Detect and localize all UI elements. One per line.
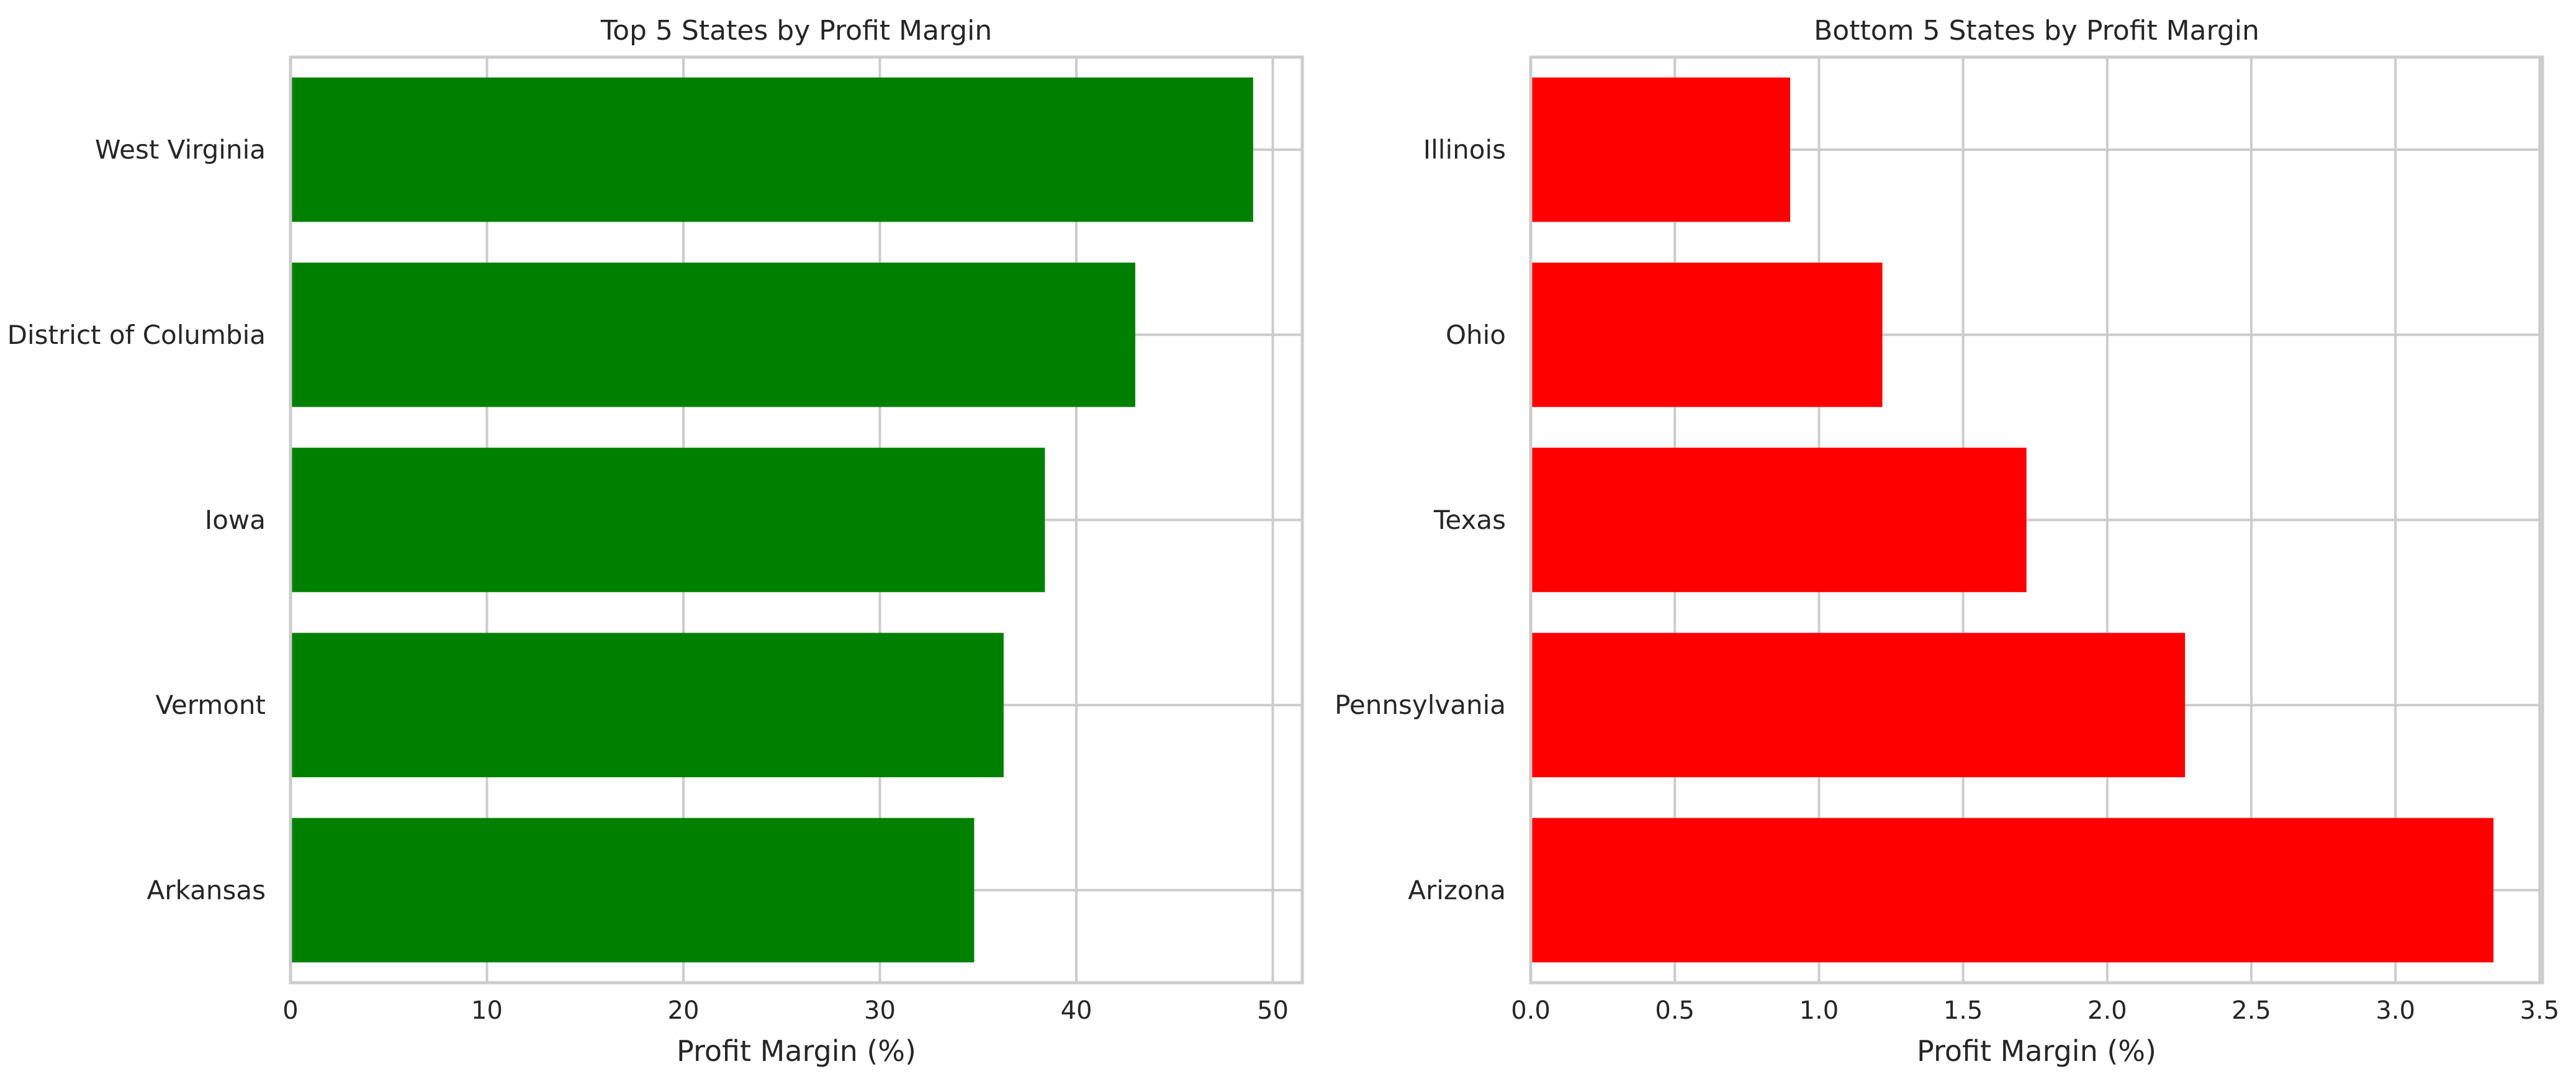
plot-frame <box>289 55 1304 985</box>
x-tick-label: 1.0 <box>1799 996 1839 1025</box>
x-tick-label: 0.5 <box>1655 996 1695 1025</box>
x-tick-label: 2.0 <box>2087 996 2127 1025</box>
x-tick-label: 0.0 <box>1511 996 1551 1025</box>
x-tick-label: 50 <box>1257 996 1289 1025</box>
chart-panel-1: West Virginia District of Columbia Iowa Ver… <box>7 15 1304 1068</box>
x-tick-label: 3.0 <box>2376 996 2415 1025</box>
x-tick-label: 2.5 <box>2231 996 2271 1025</box>
category-label: Illinois <box>1423 135 1506 165</box>
category-label: Texas <box>1433 505 1506 535</box>
chart-title: Top 5 States by Profit Margin <box>600 15 993 47</box>
bar-west-virginia <box>290 77 1253 222</box>
category-label: Pennsylvania <box>1335 690 1506 720</box>
bar-texas <box>1531 448 2027 592</box>
x-tick-label: 20 <box>668 996 700 1025</box>
category-label: District of Columbia <box>7 320 266 350</box>
category-label: Arkansas <box>147 875 266 905</box>
x-axis-label: Profit Margin (%) <box>677 1034 916 1068</box>
x-tick-label: 0 <box>282 996 298 1025</box>
category-label: Iowa <box>205 505 266 535</box>
bar-illinois <box>1531 77 1790 222</box>
category-label: West Virginia <box>95 135 266 165</box>
x-tick-label: 1.5 <box>1943 996 1983 1025</box>
x-tick-label: 40 <box>1061 996 1092 1025</box>
plot-frame <box>1529 55 2544 985</box>
x-tick-label: 30 <box>864 996 896 1025</box>
bar-arizona <box>1531 818 2494 963</box>
bar-vermont <box>290 633 1004 777</box>
category-label: Ohio <box>1446 320 1506 350</box>
x-axis-label: Profit Margin (%) <box>1917 1034 2156 1068</box>
x-tick-label: 10 <box>471 996 503 1025</box>
category-label: Arizona <box>1408 875 1506 905</box>
bar-ohio <box>1531 263 1883 407</box>
bar-district-of-columbia <box>290 263 1135 407</box>
x-tick-label: 3.5 <box>2520 996 2560 1025</box>
bar-iowa <box>290 448 1045 592</box>
bar-arkansas <box>290 818 975 963</box>
category-label: Vermont <box>155 690 266 720</box>
bar-pennsylvania <box>1531 633 2186 777</box>
chart-panel-2: Illinois Ohio Texas Pennsylvania Arizona 0.0 0… <box>1335 15 2559 1068</box>
chart-title: Bottom 5 States by Profit Margin <box>1814 15 2259 47</box>
